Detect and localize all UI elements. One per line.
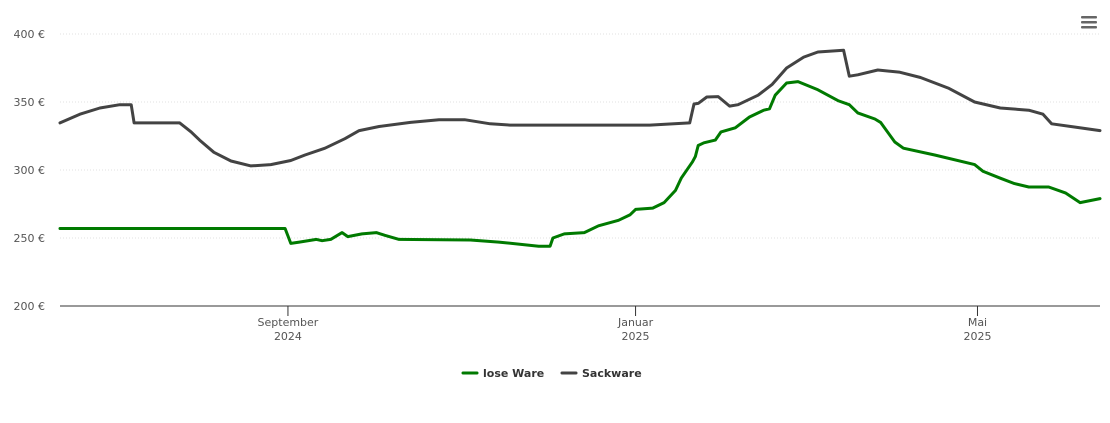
x-tick-sublabel: 2025 xyxy=(963,330,991,343)
legend-item-sackware[interactable]: Sackware xyxy=(560,367,642,380)
series-line-sackware xyxy=(58,48,1102,168)
legend-label: lose Ware xyxy=(483,367,544,380)
y-tick-label: 350 € xyxy=(14,96,46,109)
x-tick-label: September xyxy=(258,316,319,329)
legend-label: Sackware xyxy=(582,367,642,380)
x-tick-label: Mai xyxy=(968,316,987,329)
x-tick-sublabel: 2025 xyxy=(622,330,650,343)
y-tick-label: 400 € xyxy=(14,28,46,41)
series-line-lose-ware xyxy=(58,80,1102,248)
x-tick-label: Januar xyxy=(617,316,654,329)
legend-item-lose-ware[interactable]: lose Ware xyxy=(461,367,544,380)
series-lines xyxy=(58,48,1102,248)
legend: lose Ware Sackware xyxy=(461,367,642,380)
y-tick-label: 300 € xyxy=(14,164,46,177)
hamburger-menu-icon[interactable] xyxy=(1080,14,1098,30)
y-tick-label: 200 € xyxy=(14,300,46,313)
y-axis-ticks: 200 € 250 € 300 € 350 € 400 € xyxy=(14,28,46,313)
grid-lines xyxy=(60,33,1100,239)
y-tick-label: 250 € xyxy=(14,232,46,245)
x-tick-sublabel: 2024 xyxy=(274,330,302,343)
